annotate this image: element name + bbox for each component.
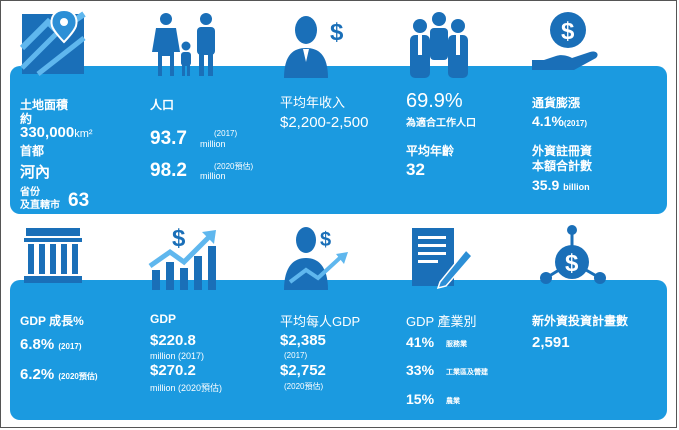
province-label-1: 省份 <box>20 187 40 198</box>
stats-band-top <box>10 66 667 214</box>
age-label: 平均年齡 <box>406 144 455 158</box>
gdp-2017-note: million (2017) <box>150 351 205 361</box>
sector-pct: 33% <box>406 362 435 378</box>
capital-label: 首都 <box>20 144 45 158</box>
gdp-label: GDP <box>150 312 177 326</box>
svg-text:$: $ <box>330 19 344 46</box>
sector-pct: 15% <box>406 391 435 407</box>
network-dollar-icon: $ <box>540 225 606 284</box>
chart-dollar-icon: $ <box>148 225 216 290</box>
capital-value: 河內 <box>20 164 51 181</box>
stats-band-bottom <box>10 280 667 420</box>
income-label: 平均年收入 <box>280 95 346 110</box>
land-label: 土地面積 <box>20 98 69 112</box>
population-2020-note: (2020預估) <box>214 162 254 171</box>
fdi-label-1: 外資註冊資 <box>532 144 593 158</box>
gdp-growth-2020: 6.2% (2020預估) <box>20 366 98 383</box>
gdp-growth-label: GDP 成長% <box>20 314 84 328</box>
fdi-value: 35.9 billion <box>532 177 590 193</box>
person-chart-icon: $ <box>284 227 348 290</box>
family-icon <box>152 13 215 76</box>
gdp-pc-2017: $2,385 <box>280 332 326 349</box>
gdp-2020: $270.2 <box>150 362 196 379</box>
population-2020: 98.2 <box>150 160 187 181</box>
gdp-2020-note: million (2020預估) <box>150 383 223 393</box>
fdi-projects-label: 新外資投資計畫數 <box>532 314 629 328</box>
sectors-label: GDP 產業別 <box>406 314 477 329</box>
inflation-value: 4.1%(2017) <box>532 113 588 129</box>
gdp-pc-2020: $2,752 <box>280 362 326 379</box>
inflation-label: 通貨膨漲 <box>532 96 581 110</box>
workforce-pct: 69.9% <box>406 90 463 112</box>
fdi-projects-value: 2,591 <box>532 334 570 351</box>
gdp-pc-2017-note: (2017) <box>284 351 308 360</box>
svg-text:$: $ <box>561 18 575 45</box>
dollar-hand-icon: $ <box>532 12 598 70</box>
gdp-pc-label: 平均每人GDP <box>280 314 361 329</box>
map-pin-icon <box>19 8 86 76</box>
income-value: $2,200-2,500 <box>280 114 369 131</box>
sector-name: 農業 <box>446 398 460 405</box>
population-2017-unit: million <box>200 139 226 149</box>
gdp-growth-2017: 6.8% (2017) <box>20 336 82 353</box>
population-label: 人口 <box>150 98 175 112</box>
sector-name: 服務業 <box>446 341 467 348</box>
population-2017: 93.7 <box>150 128 187 149</box>
workers-icon <box>410 12 468 78</box>
land-approx: 約 <box>20 112 33 126</box>
document-pen-icon <box>412 228 474 290</box>
workforce-pct-label: 為適合工作人口 <box>406 118 476 129</box>
svg-text:$: $ <box>172 225 186 252</box>
svg-text:$: $ <box>320 229 331 251</box>
population-2017-note: (2017) <box>214 129 238 138</box>
gdp-pc-2020-note: (2020預估) <box>284 382 324 391</box>
province-label-2: 及直轄市 <box>20 200 60 211</box>
land-area: 330,000km² <box>20 124 93 141</box>
fdi-label-2: 本額合計數 <box>532 159 593 173</box>
sector-name: 工業區及營建 <box>446 369 488 376</box>
building-icon <box>24 228 82 283</box>
population-2020-unit: million <box>200 171 226 181</box>
gdp-2017: $220.8 <box>150 332 196 349</box>
age-value: 32 <box>406 160 425 179</box>
province-count: 63 <box>68 190 90 211</box>
svg-text:$: $ <box>565 250 579 277</box>
person-dollar-icon: $ <box>284 16 344 78</box>
sector-pct: 41% <box>406 334 435 350</box>
